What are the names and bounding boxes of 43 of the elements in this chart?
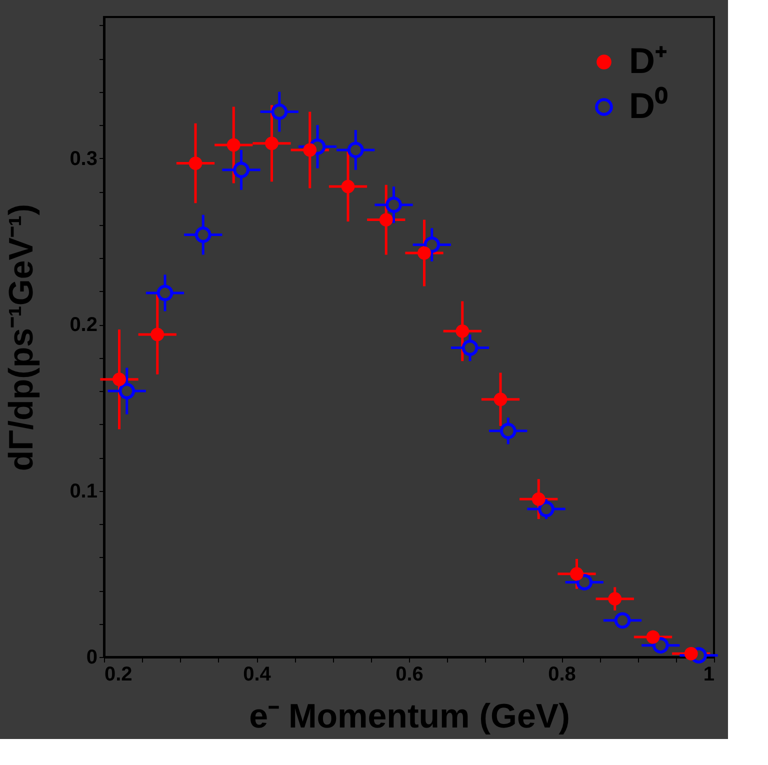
point	[347, 142, 364, 158]
point	[532, 492, 546, 506]
point	[494, 392, 508, 406]
point	[456, 324, 470, 338]
y-axis-title: dΓ/dp(ps⁻¹GeV⁻¹)	[2, 204, 41, 472]
legend-label: D⁺	[629, 40, 667, 81]
point	[233, 162, 250, 178]
point	[156, 284, 174, 302]
point	[118, 382, 136, 400]
point	[112, 372, 126, 386]
point	[614, 612, 631, 629]
legend-label: D⁰	[629, 85, 668, 126]
x-tick-label: 0.8	[548, 664, 576, 686]
point	[424, 236, 440, 253]
point	[341, 180, 355, 194]
point	[570, 567, 584, 581]
point	[462, 340, 478, 356]
point	[226, 138, 240, 152]
point	[386, 196, 402, 214]
x-axis-title: e⁻ Momentum (GeV)	[249, 698, 570, 736]
point	[194, 226, 212, 243]
point	[652, 637, 669, 654]
point	[188, 156, 202, 170]
point	[608, 592, 622, 606]
y-tick-label: 0	[86, 646, 98, 668]
point	[576, 574, 593, 590]
x-tick-label: 0.6	[396, 664, 424, 686]
point	[500, 422, 516, 440]
y-tick-label: 0.3	[70, 148, 98, 170]
point	[418, 246, 431, 260]
point	[271, 104, 288, 120]
x-tick-label: 0.2	[104, 664, 132, 686]
x-tick-label: 1	[703, 664, 714, 686]
y-tick-label: 0.2	[70, 314, 98, 336]
point	[646, 630, 660, 644]
point	[265, 136, 278, 150]
point	[303, 143, 317, 157]
x-tick-label: 0.4	[243, 664, 272, 686]
point	[538, 500, 554, 518]
point	[150, 328, 164, 342]
point	[379, 213, 393, 226]
y-tick-label: 0.1	[70, 480, 98, 502]
point	[684, 646, 698, 660]
